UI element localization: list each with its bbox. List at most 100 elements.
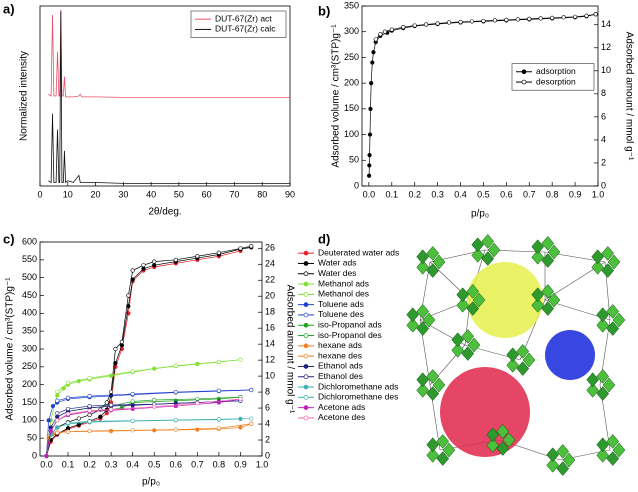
data-point [130, 399, 135, 404]
y2-tick-label: 16 [265, 323, 275, 333]
zr-octahedron [471, 247, 485, 263]
data-point [216, 426, 221, 431]
zr-octahedron [531, 287, 545, 303]
data-point [152, 263, 157, 268]
data-point [48, 428, 53, 434]
data-point [538, 16, 543, 21]
zr-octahedron [596, 317, 610, 333]
data-point [173, 390, 178, 395]
data-point [173, 363, 178, 368]
zr-octahedron [416, 372, 430, 388]
x-tick-label: 0.4 [454, 189, 467, 199]
zr-octahedron [416, 321, 430, 336]
zr-octahedron [596, 437, 610, 453]
data-point [492, 18, 497, 23]
zr-octahedron [496, 424, 510, 439]
zr-octahedron [432, 377, 446, 393]
y-tick-label: 0 [32, 450, 37, 460]
zr-octahedron [426, 386, 440, 401]
data-point [104, 400, 109, 405]
zr-octahedron [596, 447, 610, 463]
y2-tick-label: 26 [265, 243, 275, 253]
series-line [57, 359, 241, 393]
legend-marker [303, 384, 309, 390]
data-point [50, 403, 56, 409]
zr-octahedron [541, 301, 555, 316]
data-point [130, 403, 135, 408]
y-tick-label: 350 [344, 0, 359, 10]
data-point [216, 388, 221, 393]
zr-octahedron [422, 312, 436, 328]
data-point [55, 389, 60, 394]
y-tick-label: 350 [22, 326, 37, 336]
y-tick-label: 400 [22, 308, 37, 318]
zr-octahedron [541, 284, 555, 299]
data-point [98, 414, 103, 419]
zr-octahedron [601, 263, 615, 278]
zr-octahedron [506, 357, 520, 373]
data-point [87, 376, 92, 381]
data-point [173, 417, 178, 423]
legend-box [190, 10, 287, 38]
data-point [561, 15, 566, 20]
data-point [87, 412, 92, 418]
zr-octahedron [436, 434, 450, 449]
data-point [87, 419, 92, 424]
zr-octahedron [486, 437, 500, 453]
zr-octahedron [541, 253, 555, 268]
y-axis-label: Normalized intensity [19, 51, 30, 141]
data-point [584, 13, 589, 18]
y2-tick-label: 12 [601, 42, 611, 52]
crystal-structure: d) [318, 231, 634, 490]
x-tick-label: 0.2 [408, 189, 421, 199]
zr-octahedron [432, 254, 446, 270]
zr-octahedron [442, 442, 456, 458]
y2-tick-label: 0 [601, 180, 606, 190]
zr-octahedron [516, 361, 530, 376]
data-point [389, 27, 394, 32]
zr-octahedron [416, 382, 430, 398]
y2-tick-label: 4 [265, 418, 270, 428]
legend-marker [303, 322, 309, 328]
data-point [109, 407, 114, 412]
legend-label: Dichloromethane des [318, 392, 398, 402]
data-point [593, 12, 598, 17]
data-point [378, 32, 383, 37]
y2-tick-label: 2 [265, 434, 270, 444]
series-line [67, 418, 252, 424]
data-point [367, 173, 372, 178]
series-line [50, 245, 252, 435]
y-tick-label: 50 [349, 155, 359, 165]
y2-tick-label: 14 [601, 19, 611, 29]
zr-octahedron [541, 236, 555, 251]
data-point [113, 361, 118, 366]
zr-octahedron [496, 441, 510, 456]
legend-label: Water des [318, 268, 356, 278]
data-point [371, 50, 376, 55]
data-point [401, 24, 406, 30]
x-tick-label: 0.3 [105, 459, 118, 469]
data-point [424, 22, 429, 27]
series-line [46, 389, 252, 457]
x-tick-label: 20 [91, 189, 101, 199]
zr-octahedron [601, 246, 615, 261]
pore-red [440, 367, 530, 457]
data-point [238, 425, 243, 430]
x-tick-label: 0.2 [83, 459, 96, 469]
legend-marker [521, 79, 527, 85]
data-point [130, 406, 135, 412]
y2-axis-label: Adsorbed amount / mmol g⁻¹ [284, 285, 295, 414]
x-tick-label: 1.0 [256, 459, 269, 469]
zr-octahedron [481, 234, 495, 249]
zr-octahedron [556, 461, 570, 476]
y2-tick-label: 12 [265, 355, 275, 365]
zr-octahedron [416, 249, 430, 265]
data-point [458, 19, 463, 25]
data-point [469, 19, 475, 24]
data-point [76, 416, 81, 421]
data-point [367, 163, 372, 168]
zr-octahedron [586, 382, 600, 398]
data-point [367, 153, 372, 158]
data-point [368, 106, 373, 111]
series-line [48, 9, 290, 98]
